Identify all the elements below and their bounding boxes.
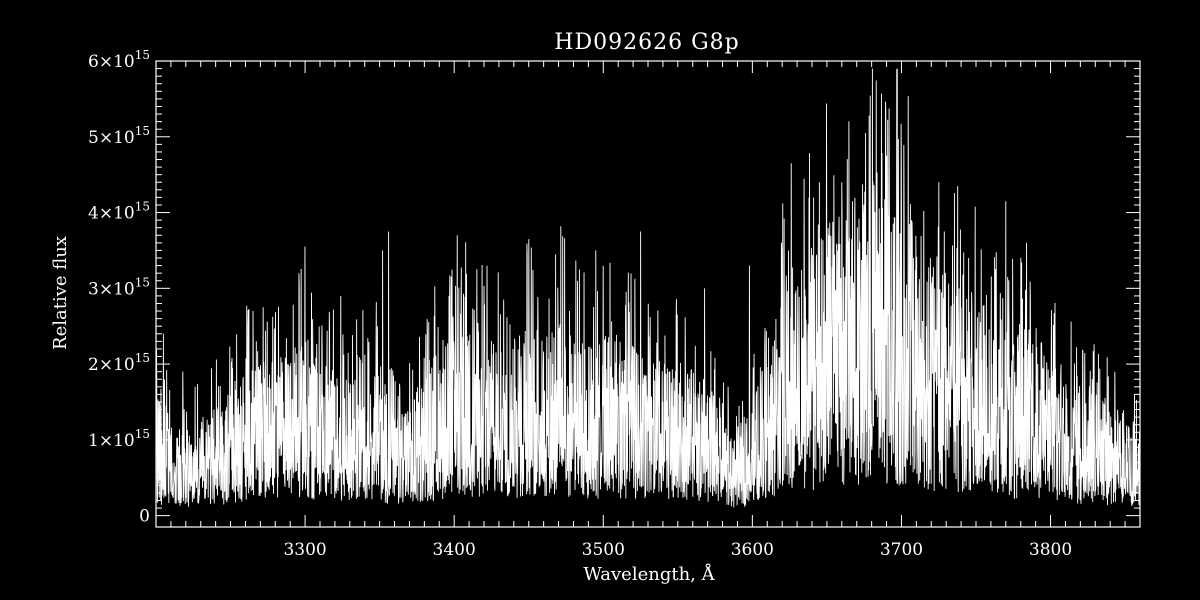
axis-ticks (155, 60, 1141, 527)
x-tick-label: 3800 (1029, 540, 1072, 560)
x-tick-label: 3400 (433, 540, 476, 560)
y-tick-label: 1×1015 (88, 427, 150, 451)
y-tick-label: 6×1015 (88, 48, 150, 72)
y-tick-label: 3×1015 (88, 275, 150, 299)
spectrum-series (155, 68, 1141, 508)
y-tick-label: 0 (139, 507, 150, 527)
spectrum-line (155, 68, 1141, 508)
x-tick-label: 3300 (283, 540, 326, 560)
chart-title: HD092626 G8p (554, 30, 739, 55)
x-tick-labels: 3300 3400 3500 3600 3700 3800 (283, 540, 1072, 560)
x-tick-label: 3500 (582, 540, 625, 560)
x-tick-label: 3600 (731, 540, 774, 560)
x-tick-label: 3700 (880, 540, 923, 560)
y-tick-label: 2×1015 (88, 351, 150, 375)
y-tick-label: 4×1015 (88, 200, 150, 224)
y-axis-label: Relative flux (50, 236, 71, 350)
x-axis-label: Wavelength, Å (583, 563, 715, 585)
y-tick-label: 5×1015 (88, 124, 150, 148)
y-tick-labels: 0 1×1015 2×1015 3×1015 4×1015 5×1015 6×1015 (88, 48, 150, 527)
